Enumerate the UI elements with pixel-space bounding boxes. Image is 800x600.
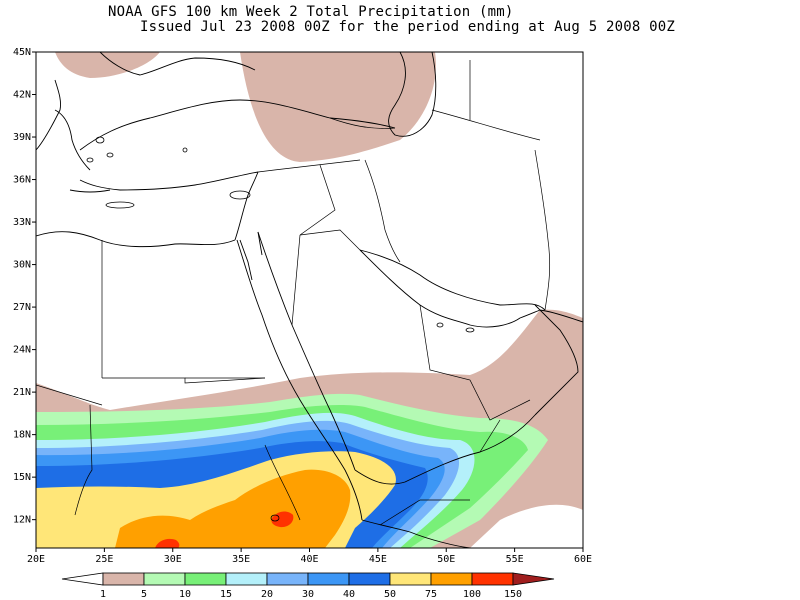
precip-band-1mm-north xyxy=(240,52,436,162)
longitude-axis: 20E 25E 30E 35E 40E 45E 50E 55E 60E xyxy=(27,548,592,565)
lon-tick-label: 55E xyxy=(506,554,524,565)
map-subtitle: Issued Jul 23 2008 00Z for the period en… xyxy=(140,19,675,35)
legend-color-swatch xyxy=(389,572,432,586)
legend-label: 50 xyxy=(384,589,396,600)
lat-tick-label: 30N xyxy=(13,260,31,271)
precipitation-fields xyxy=(36,52,583,548)
legend-label: 20 xyxy=(261,589,273,600)
precip-band-1mm-northwest xyxy=(55,52,160,78)
lon-tick-label: 25E xyxy=(95,554,113,565)
legend-color-swatch xyxy=(512,572,555,586)
lon-tick-label: 35E xyxy=(232,554,250,565)
precipitation-legend: 1 5 10 15 20 30 40 50 75 100 150 xyxy=(61,572,555,600)
lat-tick-label: 21N xyxy=(13,387,31,398)
legend-label: 100 xyxy=(463,589,481,600)
lat-tick-label: 45N xyxy=(13,47,31,58)
legend-label: 5 xyxy=(141,589,147,600)
legend-color-swatch xyxy=(143,572,186,586)
lat-tick-label: 36N xyxy=(13,175,31,186)
legend-color-swatch xyxy=(266,572,309,586)
lon-tick-label: 50E xyxy=(437,554,455,565)
legend-color-swatch xyxy=(430,572,473,586)
legend-label: 1 xyxy=(100,589,106,600)
legend-label: 40 xyxy=(343,589,355,600)
precip-band-75mm xyxy=(115,469,351,548)
lat-tick-label: 12N xyxy=(13,515,31,526)
lat-tick-label: 39N xyxy=(13,132,31,143)
lon-tick-label: 60E xyxy=(574,554,592,565)
lat-tick-label: 24N xyxy=(13,345,31,356)
lat-tick-label: 27N xyxy=(13,302,31,313)
legend-color-swatch xyxy=(61,572,104,586)
legend-label: 15 xyxy=(220,589,232,600)
legend-label: 10 xyxy=(179,589,191,600)
lat-tick-label: 15N xyxy=(13,472,31,483)
legend-label: 150 xyxy=(504,589,522,600)
islands xyxy=(86,136,475,522)
country-borders xyxy=(36,60,551,526)
precip-band-100mm-west xyxy=(155,538,180,548)
lon-tick-label: 30E xyxy=(164,554,182,565)
legend-color-swatch xyxy=(348,572,391,586)
legend-label: 75 xyxy=(425,589,437,600)
legend-color-swatch xyxy=(307,572,350,586)
lat-tick-label: 42N xyxy=(13,90,31,101)
lat-tick-label: 18N xyxy=(13,430,31,441)
lon-tick-label: 20E xyxy=(27,554,45,565)
lon-tick-label: 45E xyxy=(369,554,387,565)
map-title: NOAA GFS 100 km Week 2 Total Precipitati… xyxy=(108,4,514,20)
legend-color-swatch xyxy=(184,572,227,586)
legend-color-swatch xyxy=(102,572,145,586)
lat-tick-label: 33N xyxy=(13,217,31,228)
legend-color-swatch xyxy=(225,572,268,586)
coastlines xyxy=(36,52,583,548)
legend-color-swatch xyxy=(471,572,514,586)
latitude-axis: 45N 42N 39N 36N 33N 30N 27N 24N 21N 18N 15N 12N xyxy=(13,47,36,526)
lon-tick-label: 40E xyxy=(300,554,318,565)
legend-label: 30 xyxy=(302,589,314,600)
